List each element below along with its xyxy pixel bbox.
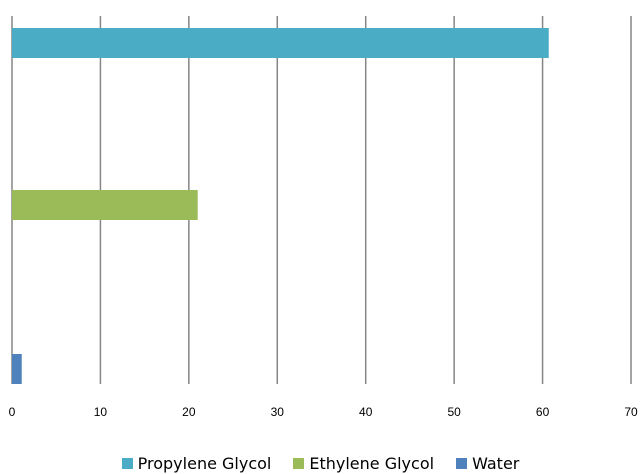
legend-item-propylene-glycol: Propylene Glycol xyxy=(121,453,272,473)
legend-swatch-propylene-glycol xyxy=(121,457,133,469)
legend-label-water: Water xyxy=(472,453,520,473)
x-axis-tick-labels: 0 10 20 30 40 50 60 70 xyxy=(9,405,638,419)
x-tick-label-60: 60 xyxy=(536,405,550,419)
legend-label-ethylene-glycol: Ethylene Glycol xyxy=(309,453,435,473)
bar-propylene-glycol xyxy=(12,28,549,58)
legend-item-ethylene-glycol: Ethylene Glycol xyxy=(293,454,434,473)
bar-ethylene-glycol xyxy=(12,190,198,220)
x-tick-label-0: 0 xyxy=(9,405,16,419)
legend-swatch-water xyxy=(456,457,468,469)
x-tick-label-50: 50 xyxy=(447,405,461,419)
x-tick-label-20: 20 xyxy=(182,405,196,419)
legend: Propylene Glycol Ethylene Glycol Water xyxy=(0,452,641,474)
x-tick-label-40: 40 xyxy=(359,405,373,419)
x-tick-label-10: 10 xyxy=(94,405,108,419)
bar-water xyxy=(12,354,22,384)
x-tick-label-30: 30 xyxy=(271,405,285,419)
bars xyxy=(12,28,549,384)
legend-swatch-ethylene-glycol xyxy=(293,457,305,469)
legend-item-water: Water xyxy=(456,454,519,473)
legend-label-propylene-glycol: Propylene Glycol xyxy=(137,453,272,473)
bar-chart: 0 10 20 30 40 50 60 70 xyxy=(9,16,638,419)
x-tick-label-70: 70 xyxy=(624,405,638,419)
